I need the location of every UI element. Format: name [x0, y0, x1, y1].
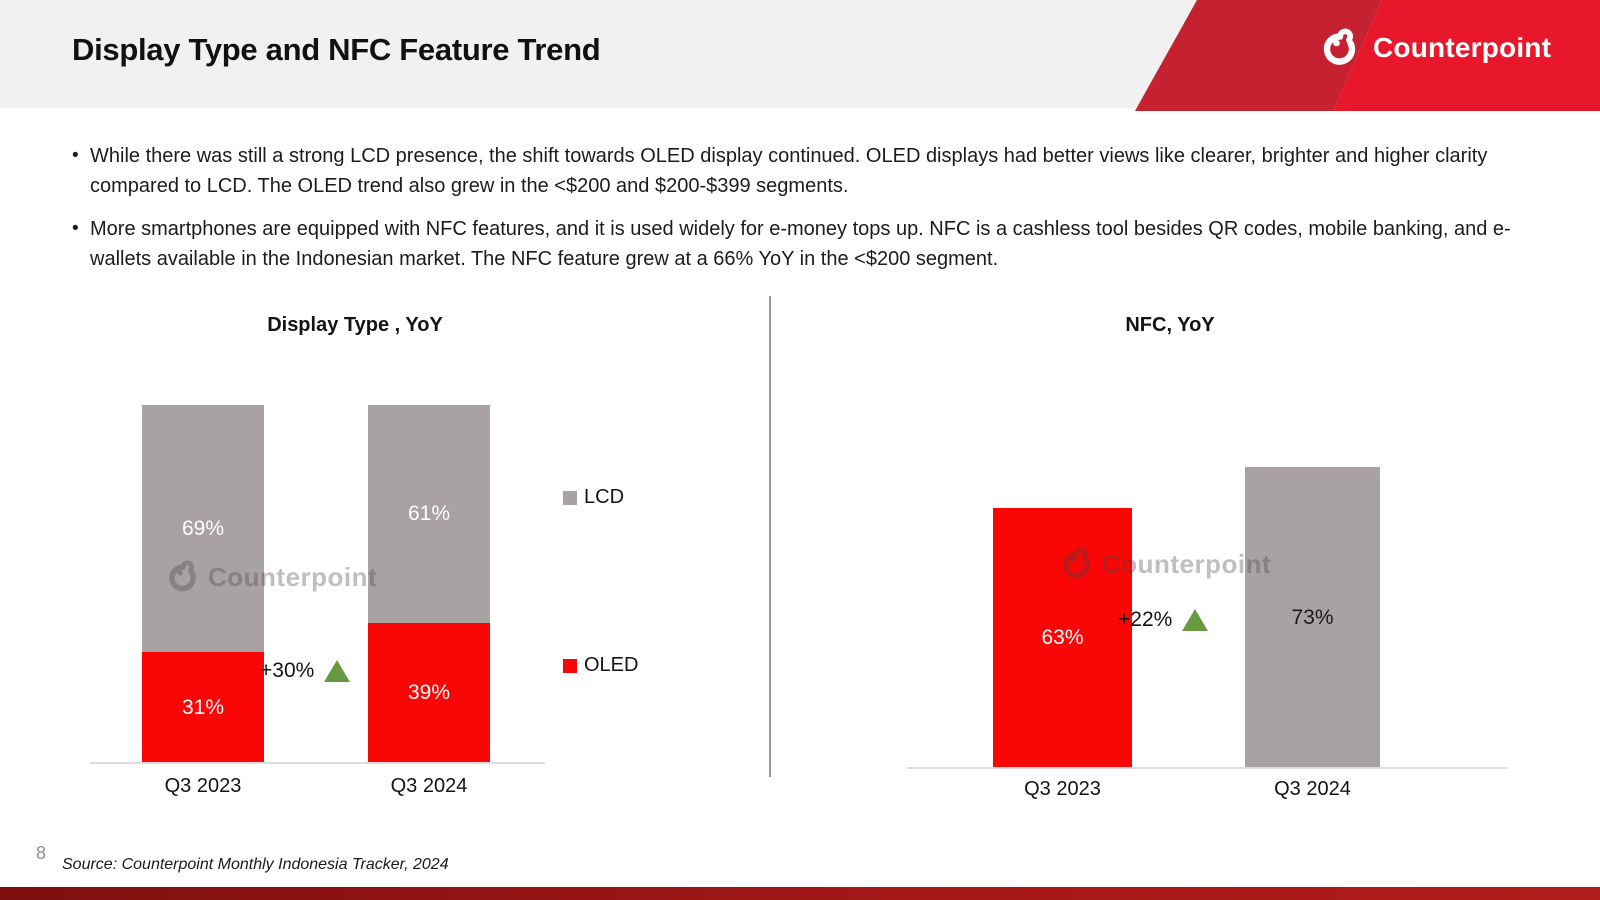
- page-title: Display Type and NFC Feature Trend: [72, 32, 601, 67]
- bar-value-label: 31%: [181, 695, 225, 719]
- x-axis-label: Q3 2023: [164, 775, 242, 797]
- up-triangle-icon: [324, 660, 351, 682]
- oled-segment: 31%: [142, 652, 264, 763]
- footer-red-bar: [0, 887, 1600, 900]
- yoy-growth-annotation: +30%: [260, 659, 351, 683]
- lcd-segment: 61%: [368, 405, 490, 624]
- bar-value-label: 39%: [407, 681, 451, 705]
- banner-bright-stripe: [1333, 0, 1600, 111]
- brand-logo: Counterpoint: [1320, 26, 1551, 70]
- lcd-segment: 69%: [142, 405, 264, 653]
- bullet-icon: •: [72, 218, 79, 239]
- up-triangle-icon: [1182, 609, 1209, 631]
- bar-value-label: 69%: [181, 516, 225, 540]
- lcd-swatch-icon: [563, 490, 577, 505]
- bullet-item: • While there was still a strong LCD pre…: [72, 141, 1520, 201]
- stacked-bar-q3-2023: 69% 31%: [142, 405, 264, 763]
- legend-oled: OLED: [563, 654, 638, 677]
- legend-lcd: LCD: [563, 486, 624, 509]
- x-axis-label: Q3 2023: [1024, 778, 1101, 800]
- legend-label: LCD: [584, 486, 625, 508]
- chart-title: NFC, YoY: [1125, 314, 1215, 336]
- page-number: 8: [36, 843, 47, 863]
- counterpoint-logo-icon: [1323, 28, 1356, 65]
- source-note: Source: Counterpoint Monthly Indonesia T…: [62, 856, 449, 873]
- brand-name: Counterpoint: [1373, 32, 1552, 63]
- oled-segment: 39%: [368, 623, 490, 763]
- x-axis-label: Q3 2024: [1274, 778, 1351, 800]
- stacked-bar-q3-2024: 61% 39%: [368, 405, 490, 763]
- charts-divider-line: [769, 296, 771, 777]
- bullet-item: • More smartphones are equipped with NFC…: [72, 214, 1520, 274]
- oled-swatch-icon: [563, 658, 577, 673]
- bar-value-label: 61%: [407, 502, 451, 526]
- bullet-text: While there was still a strong LCD prese…: [90, 145, 1488, 197]
- header-banner: Counterpoint: [1100, 0, 1600, 111]
- bullet-text: More smartphones are equipped with NFC f…: [90, 218, 1511, 270]
- nfc-bar-q3-2023: 63%: [993, 508, 1132, 768]
- chart-title: Display Type , YoY: [267, 314, 443, 336]
- yoy-growth-annotation: +22%: [1118, 608, 1209, 632]
- nfc-bar-q3-2024: 73%: [1245, 467, 1380, 768]
- growth-value: +22%: [1118, 608, 1173, 631]
- bullet-icon: •: [72, 145, 79, 166]
- legend-label: OLED: [584, 654, 639, 676]
- bullet-list: • While there was still a strong LCD pre…: [72, 141, 1520, 287]
- growth-value: +30%: [260, 659, 315, 682]
- bar-value-label: 73%: [1291, 605, 1334, 629]
- bar-value-label: 63%: [1041, 626, 1084, 650]
- x-axis-label: Q3 2024: [390, 775, 468, 797]
- x-axis-line: [90, 762, 545, 764]
- x-axis-line: [907, 767, 1507, 769]
